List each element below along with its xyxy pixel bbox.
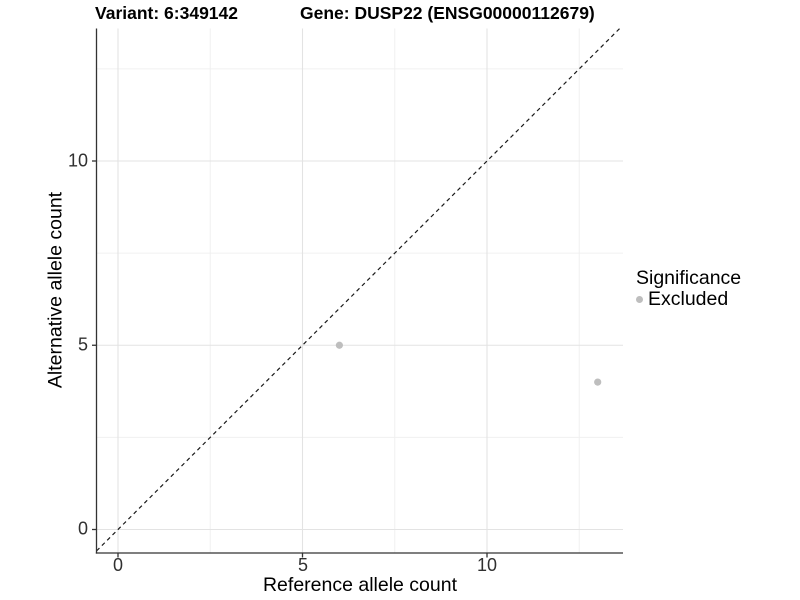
y-axis-title: Alternative allele count — [44, 191, 67, 389]
excluded-point-icon — [636, 296, 643, 303]
x-axis-title: Reference allele count — [262, 574, 458, 596]
y-tick-label-10: 10 — [67, 150, 88, 171]
y-tick-label-5: 5 — [77, 334, 88, 355]
x-tick-label-0: 0 — [112, 555, 124, 575]
legend: Significance Excluded — [636, 268, 796, 309]
x-tick-label-5: 5 — [297, 555, 309, 575]
legend-item-label: Excluded — [648, 288, 729, 310]
x-tick-label-10: 10 — [476, 555, 498, 575]
plot-title-gene: Gene: DUSP22 (ENSG00000112679) — [300, 3, 595, 23]
data-point — [335, 341, 343, 349]
plot-title-variant: Variant: 6:349142 — [95, 3, 239, 23]
data-point — [594, 378, 602, 386]
legend-title: Significance — [636, 267, 742, 289]
identity-dashed-line — [96, 27, 621, 552]
y-tick-label-0: 0 — [77, 518, 88, 539]
legend-item-excluded: Excluded — [636, 288, 796, 310]
